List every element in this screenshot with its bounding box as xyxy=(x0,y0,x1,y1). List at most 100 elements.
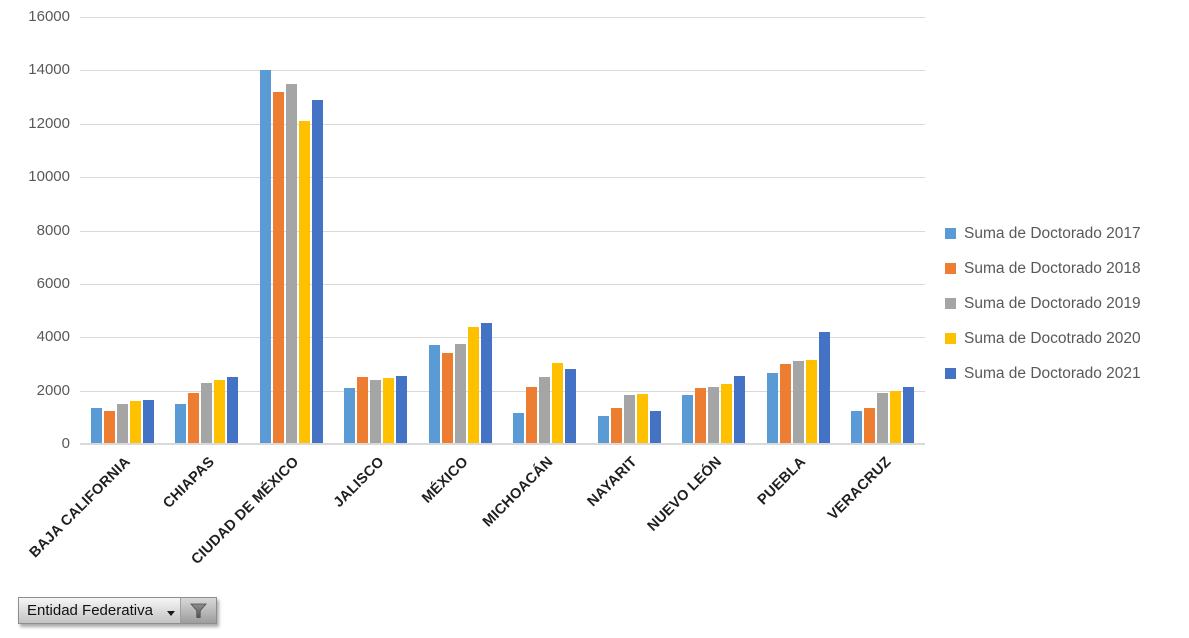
legend-swatch-icon xyxy=(945,228,956,239)
bar[interactable] xyxy=(539,377,551,444)
bar[interactable] xyxy=(383,377,395,444)
legend-swatch-icon xyxy=(945,333,956,344)
legend-label: Suma de Doctorado 2018 xyxy=(964,259,1141,277)
bar[interactable] xyxy=(103,410,115,444)
y-axis-tick-label: 10000 xyxy=(28,168,70,186)
bar[interactable] xyxy=(116,403,128,444)
bar[interactable] xyxy=(357,377,369,444)
bar[interactable] xyxy=(513,413,525,444)
bar[interactable] xyxy=(805,359,817,444)
plot-area: BAJA CALIFORNIA CHIAPAS CIUDAD DE MÉXICO JA… xyxy=(27,17,926,568)
bar[interactable] xyxy=(428,345,440,444)
bar[interactable] xyxy=(877,393,889,444)
bar[interactable] xyxy=(649,410,661,444)
legend-item[interactable]: Suma de Docotrado 2020 xyxy=(945,321,1141,356)
bar[interactable] xyxy=(779,363,791,444)
bar[interactable] xyxy=(454,343,466,444)
bar[interactable] xyxy=(682,394,694,444)
bar[interactable] xyxy=(708,386,720,444)
x-axis-label: VERACRUZ xyxy=(824,454,895,524)
filter-funnel-icon xyxy=(179,598,216,623)
gridline xyxy=(80,283,925,285)
y-axis-tick-label: 8000 xyxy=(36,221,70,239)
x-axis-label: MÉXICO xyxy=(418,454,472,507)
bar[interactable] xyxy=(467,326,479,444)
bar[interactable] xyxy=(734,375,746,444)
bar[interactable] xyxy=(214,379,226,444)
legend-label: Suma de Doctorado 2017 xyxy=(964,224,1141,242)
bar[interactable] xyxy=(864,407,876,444)
bar[interactable] xyxy=(129,401,141,444)
gridline xyxy=(80,70,925,72)
y-axis-tick-label: 4000 xyxy=(36,328,70,346)
bar[interactable] xyxy=(851,410,863,444)
y-axis-tick-label: 16000 xyxy=(28,8,70,25)
x-axis-label: JALISCO xyxy=(330,454,388,511)
bar[interactable] xyxy=(344,387,356,444)
legend-item[interactable]: Suma de Doctorado 2019 xyxy=(945,286,1141,321)
bar[interactable] xyxy=(396,376,408,444)
bar[interactable] xyxy=(903,386,915,444)
bar[interactable] xyxy=(480,322,492,444)
bar[interactable] xyxy=(227,377,239,444)
bar[interactable] xyxy=(565,369,577,444)
legend-label: Suma de Doctorado 2019 xyxy=(964,294,1141,312)
legend-item[interactable]: Suma de Doctorado 2021 xyxy=(945,356,1141,391)
bar[interactable] xyxy=(695,387,707,444)
gridline xyxy=(80,230,925,232)
gridline xyxy=(80,337,925,339)
bar[interactable] xyxy=(311,99,323,444)
bar[interactable] xyxy=(201,382,213,444)
bar-group: PUEBLA xyxy=(755,17,841,508)
bar-group: NAYARIT xyxy=(585,17,672,510)
bar[interactable] xyxy=(766,373,778,444)
legend-item[interactable]: Suma de Doctorado 2018 xyxy=(945,251,1141,286)
bar-group: MÉXICO xyxy=(418,17,503,507)
bar[interactable] xyxy=(610,407,622,444)
bar[interactable] xyxy=(259,70,271,444)
y-axis-tick-label: 2000 xyxy=(36,381,70,399)
filter-button-label: Entidad Federativa xyxy=(27,602,153,619)
bar-group: BAJA CALIFORNIA xyxy=(27,17,165,561)
bar-group: JALISCO xyxy=(330,17,419,511)
legend-item[interactable]: Suma de Doctorado 2017 xyxy=(945,216,1141,251)
bar[interactable] xyxy=(597,415,609,444)
bar-group: MICHOACÁN xyxy=(480,17,588,530)
x-axis-label: BAJA CALIFORNIA xyxy=(26,454,134,562)
bar[interactable] xyxy=(792,361,804,444)
gridline xyxy=(80,17,925,18)
x-axis-line xyxy=(80,443,925,445)
y-axis-tick-label: 6000 xyxy=(36,274,70,292)
bar[interactable] xyxy=(818,331,830,444)
bar[interactable] xyxy=(721,383,733,444)
x-axis-label: PUEBLA xyxy=(755,454,810,509)
y-axis-tick-label: 14000 xyxy=(28,61,70,79)
y-axis-tick-label: 0 xyxy=(61,435,70,452)
bar[interactable] xyxy=(636,393,648,444)
entidad-federativa-filter-button[interactable]: Entidad Federativa xyxy=(18,597,217,624)
bar[interactable] xyxy=(272,91,284,444)
x-axis-label: MICHOACÁN xyxy=(479,454,557,531)
bar-group: VERACRUZ xyxy=(825,17,926,523)
bar[interactable] xyxy=(623,394,635,444)
bar[interactable] xyxy=(890,390,902,444)
legend-label: Suma de Docotrado 2020 xyxy=(964,329,1141,347)
gridline xyxy=(80,123,925,125)
bar-group: CIUDAD DE MÉXICO xyxy=(189,17,334,568)
bar[interactable] xyxy=(175,403,187,444)
bar[interactable] xyxy=(298,121,310,444)
bar[interactable] xyxy=(188,393,200,444)
x-axis-label: NUEVO LEÓN xyxy=(644,454,726,535)
bar[interactable] xyxy=(552,362,564,444)
bar[interactable] xyxy=(90,407,102,444)
y-axis-tick-label: 12000 xyxy=(28,114,70,132)
bar[interactable] xyxy=(441,353,453,444)
bar[interactable] xyxy=(370,379,382,444)
x-axis-label: NAYARIT xyxy=(584,454,641,510)
bar[interactable] xyxy=(526,386,538,444)
bar[interactable] xyxy=(142,399,154,444)
bar-groups-layer: BAJA CALIFORNIA CHIAPAS CIUDAD DE MÉXICO JA… xyxy=(27,17,926,568)
legend-swatch-icon xyxy=(945,263,956,274)
bar[interactable] xyxy=(285,83,297,444)
